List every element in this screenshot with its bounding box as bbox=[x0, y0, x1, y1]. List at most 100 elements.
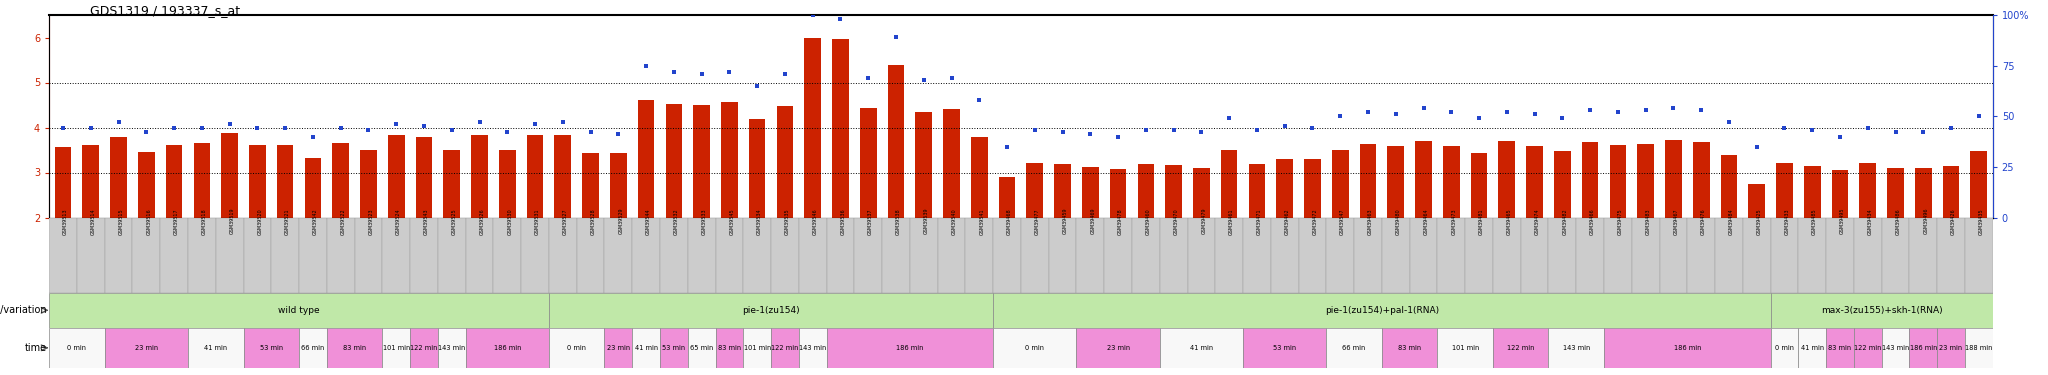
Point bbox=[1212, 115, 1245, 121]
Point bbox=[268, 125, 301, 131]
Point bbox=[1741, 144, 1774, 150]
Bar bbox=[1772, 328, 1798, 368]
Text: 65 min: 65 min bbox=[690, 345, 713, 351]
Text: GSM39435: GSM39435 bbox=[1978, 208, 1985, 235]
Bar bbox=[188, 328, 244, 368]
Text: GSM39536: GSM39536 bbox=[840, 208, 846, 235]
Point bbox=[1186, 129, 1219, 135]
Point bbox=[1573, 107, 1606, 113]
Bar bbox=[1194, 168, 1210, 217]
Text: GSM39477: GSM39477 bbox=[1034, 208, 1040, 235]
Point bbox=[1436, 109, 1468, 115]
Text: GSM39528: GSM39528 bbox=[590, 208, 596, 235]
Text: GSM39546: GSM39546 bbox=[813, 208, 817, 235]
Bar bbox=[276, 145, 293, 218]
Point bbox=[1157, 128, 1190, 134]
Bar bbox=[827, 217, 854, 292]
Bar bbox=[1659, 217, 1688, 292]
Text: genotype/variation: genotype/variation bbox=[0, 305, 47, 315]
Bar bbox=[938, 217, 965, 292]
Text: GSM39531: GSM39531 bbox=[535, 208, 541, 235]
Bar bbox=[215, 217, 244, 292]
Text: 66 min: 66 min bbox=[1343, 345, 1366, 351]
Bar bbox=[827, 328, 993, 368]
Bar bbox=[1909, 328, 1937, 368]
Text: 143 min: 143 min bbox=[799, 345, 825, 351]
Point bbox=[1407, 105, 1440, 111]
Bar bbox=[915, 112, 932, 218]
Point bbox=[547, 119, 580, 125]
Bar bbox=[555, 135, 571, 218]
Text: GSM39466: GSM39466 bbox=[1589, 208, 1595, 235]
Text: GSM39480: GSM39480 bbox=[1397, 208, 1401, 235]
Bar bbox=[104, 328, 188, 368]
Point bbox=[408, 123, 440, 129]
Bar bbox=[494, 217, 520, 292]
Text: GDS1319 / 193337_s_at: GDS1319 / 193337_s_at bbox=[90, 4, 240, 17]
Bar bbox=[1909, 217, 1937, 292]
Bar bbox=[1604, 328, 1772, 368]
Point bbox=[242, 125, 274, 131]
Point bbox=[492, 129, 524, 135]
Bar bbox=[1970, 152, 1987, 217]
Bar bbox=[721, 102, 737, 218]
Bar bbox=[387, 135, 406, 218]
Text: GSM39516: GSM39516 bbox=[145, 208, 152, 235]
Bar bbox=[637, 100, 655, 218]
Text: GSM39465: GSM39465 bbox=[1507, 208, 1511, 235]
Point bbox=[1712, 119, 1745, 125]
Bar bbox=[244, 217, 270, 292]
Bar bbox=[360, 150, 377, 217]
Bar bbox=[1159, 328, 1243, 368]
Bar bbox=[1272, 217, 1298, 292]
Bar bbox=[1610, 145, 1626, 218]
Bar bbox=[604, 217, 633, 292]
Bar bbox=[133, 217, 160, 292]
Bar bbox=[383, 328, 410, 368]
Point bbox=[1907, 129, 1939, 135]
Bar bbox=[831, 39, 848, 218]
Bar bbox=[971, 136, 987, 218]
Bar bbox=[1438, 328, 1493, 368]
Bar bbox=[410, 217, 438, 292]
Bar bbox=[1077, 217, 1104, 292]
Bar bbox=[1636, 144, 1655, 218]
Point bbox=[741, 83, 774, 89]
Point bbox=[1047, 129, 1079, 135]
Bar bbox=[1444, 146, 1460, 218]
Point bbox=[1462, 115, 1495, 121]
Bar bbox=[1632, 217, 1659, 292]
Point bbox=[657, 69, 690, 75]
Text: GSM39523: GSM39523 bbox=[369, 208, 373, 235]
Point bbox=[602, 132, 635, 138]
Bar bbox=[965, 217, 993, 292]
Bar bbox=[743, 217, 770, 292]
Bar bbox=[416, 137, 432, 218]
Bar bbox=[1354, 217, 1382, 292]
Text: 23 min: 23 min bbox=[1939, 345, 1962, 351]
Bar bbox=[299, 217, 328, 292]
Text: 0 min: 0 min bbox=[1026, 345, 1044, 351]
Bar bbox=[1798, 328, 1827, 368]
Text: 66 min: 66 min bbox=[301, 345, 324, 351]
Point bbox=[129, 129, 162, 135]
Bar bbox=[270, 217, 299, 292]
Point bbox=[1630, 107, 1663, 113]
Bar bbox=[1249, 164, 1266, 218]
Text: GSM39529: GSM39529 bbox=[618, 208, 623, 234]
Text: 122 min: 122 min bbox=[1507, 345, 1534, 351]
Text: GSM39544: GSM39544 bbox=[645, 208, 651, 235]
Bar bbox=[1776, 163, 1792, 218]
Bar bbox=[887, 65, 905, 218]
Point bbox=[1102, 134, 1135, 140]
Text: 83 min: 83 min bbox=[719, 345, 741, 351]
Bar bbox=[1688, 217, 1714, 292]
Text: GSM39472: GSM39472 bbox=[1313, 208, 1317, 235]
Bar bbox=[805, 38, 821, 218]
Point bbox=[1686, 107, 1718, 113]
Text: GSM39525: GSM39525 bbox=[453, 208, 457, 235]
Bar bbox=[444, 150, 461, 217]
Point bbox=[1323, 113, 1356, 119]
Bar bbox=[688, 217, 715, 292]
Bar bbox=[250, 145, 266, 218]
